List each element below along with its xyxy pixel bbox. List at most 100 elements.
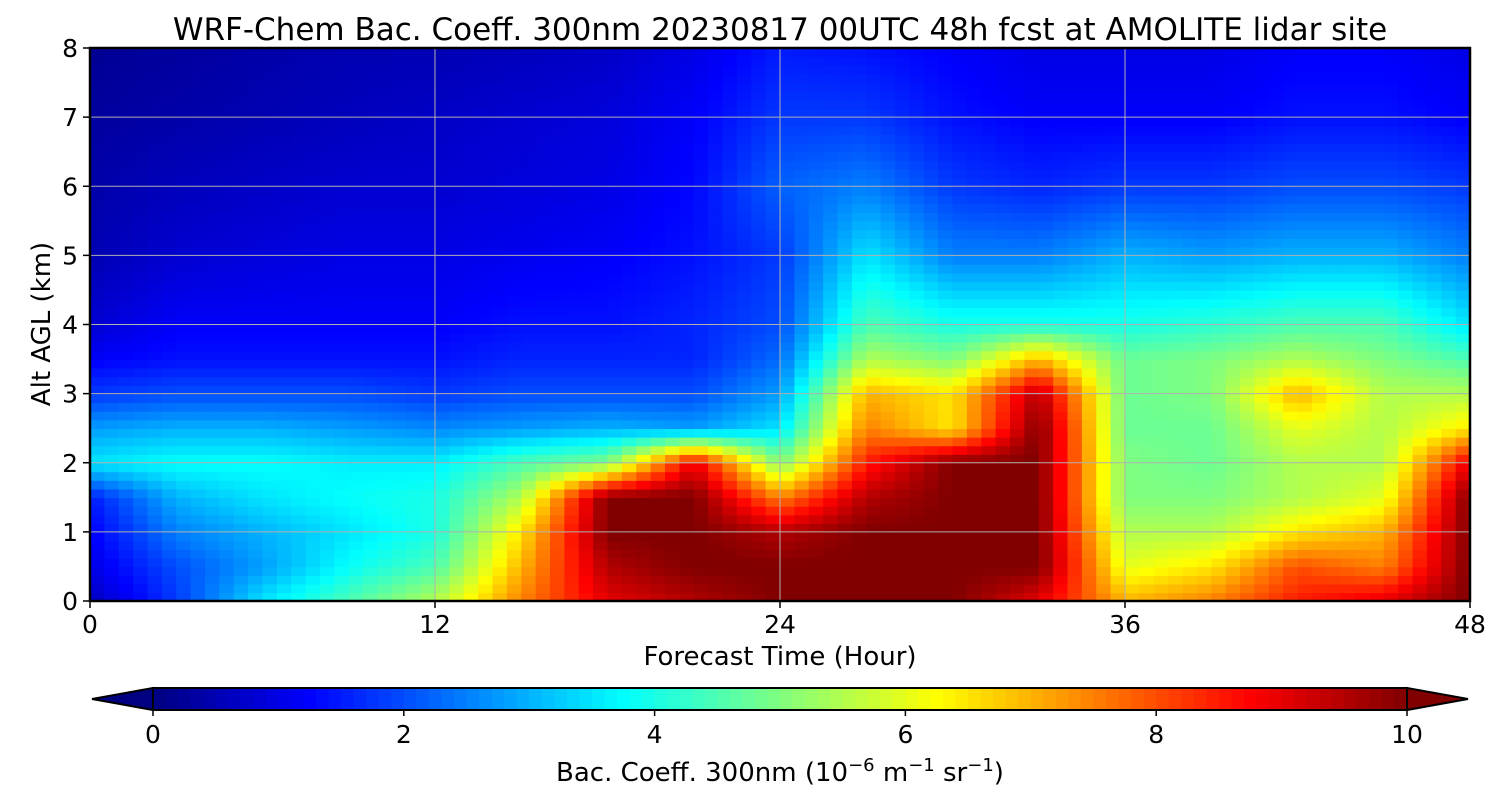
heatmap-cell [1455,445,1470,455]
heatmap-cell [406,531,422,542]
heatmap-cell [550,203,566,213]
heatmap-cell [621,583,638,594]
heatmap-cell [334,497,350,507]
heatmap-cell [880,488,896,499]
heatmap-cell [1455,505,1470,516]
heatmap-cell [1398,531,1414,542]
heatmap-cell [1369,428,1385,438]
heatmap-cell [1139,454,1155,464]
heatmap-cell [463,350,479,360]
heatmap-cell [535,177,551,188]
heatmap-cell [650,177,666,188]
heatmap-cell [1254,575,1270,585]
heatmap-cell [492,402,508,412]
heatmap-cell [995,462,1011,473]
heatmap-cell [1297,462,1313,473]
heatmap-cell [276,575,293,585]
heatmap-cell [1240,549,1256,559]
heatmap-cell [1024,350,1040,360]
heatmap-cell [1254,298,1270,309]
heatmap-cell [291,454,307,464]
heatmap-cell [1053,177,1069,188]
heatmap-cell [1225,177,1241,188]
heatmap-cell [291,238,307,248]
heatmap-cell [276,315,293,326]
heatmap-cell [276,333,293,343]
heatmap-cell [334,359,350,369]
heatmap-cell [420,549,436,559]
heatmap-cell [1383,505,1399,516]
heatmap-cell [133,497,149,507]
heatmap-cell [1326,298,1342,309]
heatmap-cell [593,393,609,404]
heatmap-cell [305,246,321,257]
heatmap-cell [923,428,939,438]
heatmap-cell [938,341,954,352]
heatmap-cell [765,160,781,170]
heatmap-cell [708,549,724,559]
heatmap-cell [621,264,638,274]
heatmap-cell [1297,410,1313,421]
heatmap-cell [262,203,278,213]
heatmap-cell [1355,384,1371,395]
heatmap-cell [1096,177,1112,188]
heatmap-cell [1326,384,1342,395]
heatmap-cell [291,557,307,568]
heatmap-cell [1455,160,1470,170]
heatmap-cell [808,454,824,464]
heatmap-cell [377,583,393,594]
heatmap-cell [205,246,221,257]
heatmap-cell [1412,583,1428,594]
heatmap-cell [348,333,364,343]
heatmap-cell [938,194,954,205]
heatmap-cell [435,367,451,378]
heatmap-cell [1153,402,1169,412]
heatmap-cell [607,246,623,257]
heatmap-cell [1455,281,1470,291]
heatmap-cell [722,160,738,170]
heatmap-cell [1340,376,1356,386]
heatmap-cell [1412,341,1428,352]
heatmap-cell [1455,497,1470,507]
heatmap-cell [1326,497,1342,507]
heatmap-cell [794,367,810,378]
heatmap-cell [377,462,393,473]
heatmap-cell [1355,462,1371,473]
heatmap-cell [880,454,896,464]
heatmap-cell [190,186,206,196]
heatmap-cell [305,402,321,412]
heatmap-cell [1038,436,1054,447]
heatmap-cell [1311,488,1328,499]
heatmap-cell [506,566,523,576]
heatmap-cell [621,151,638,162]
heatmap-cell [1153,436,1169,447]
heatmap-cell [1369,203,1385,213]
heatmap-cell [837,393,853,404]
heatmap-cell [1153,410,1169,421]
heatmap-cell [1110,592,1126,601]
heatmap-cell [176,540,192,550]
heatmap-cell [176,246,192,257]
heatmap-cell [1096,238,1112,248]
heatmap-cell [248,471,264,481]
heatmap-cell [794,419,810,429]
heatmap-cell [981,160,997,170]
heatmap-cell [751,428,767,438]
heatmap-cell [104,359,120,369]
heatmap-cell [161,229,178,239]
heatmap-cell [593,376,609,386]
heatmap-cell [708,393,724,404]
heatmap-cell [521,402,537,412]
heatmap-cell [1383,246,1399,257]
heatmap-cell [506,367,523,378]
heatmap-cell [1110,281,1126,291]
heatmap-cell [607,514,623,525]
heatmap-cell [90,307,106,317]
heatmap-cell [751,255,767,265]
heatmap-cell [449,419,465,429]
heatmap-cell [621,289,638,300]
heatmap-cell [1038,246,1054,257]
heatmap-cell [535,454,551,464]
heatmap-cell [1168,549,1184,559]
heatmap-cell [1067,151,1083,162]
